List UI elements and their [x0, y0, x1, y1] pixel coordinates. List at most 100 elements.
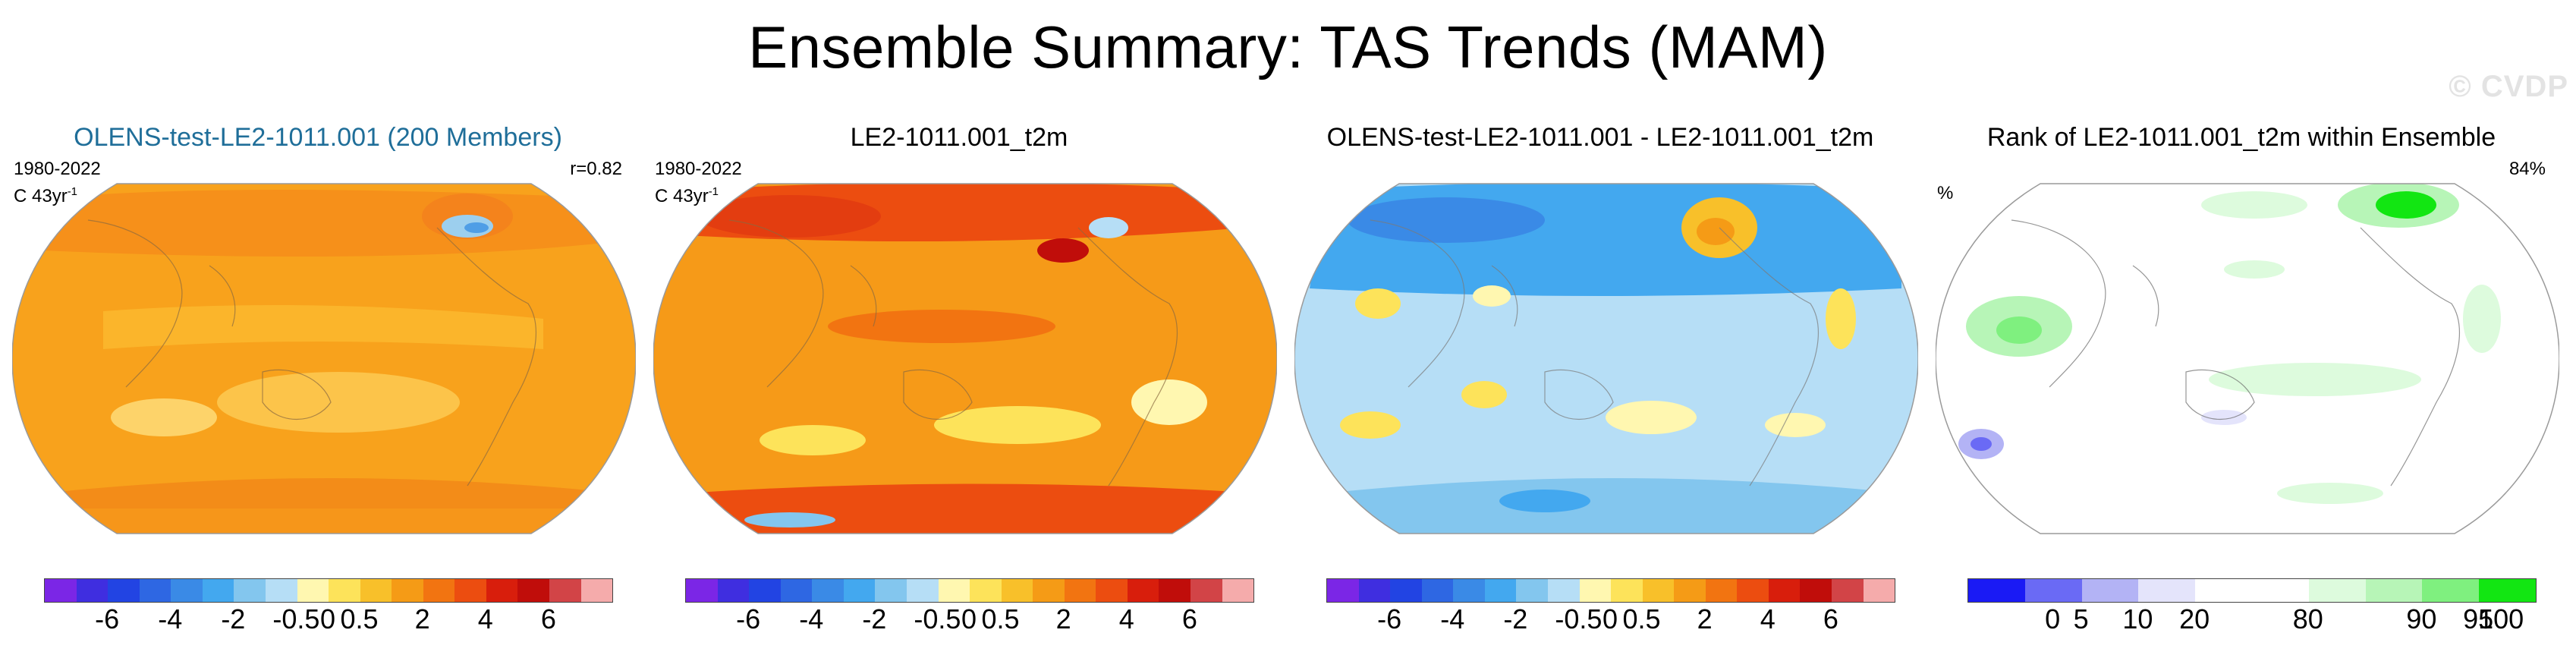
colorbar [1967, 578, 2537, 603]
colorbar-swatch [2081, 579, 2139, 602]
southern-pacific-mild [217, 372, 460, 433]
colorbar-tick-label: -4 [799, 603, 824, 635]
colorbar-swatch [1800, 579, 1832, 602]
colorbar-tick-label: -0.5 [272, 603, 320, 635]
south-pacific-cool-patch [934, 406, 1101, 444]
colorbar-tick-label: -4 [1440, 603, 1465, 635]
colorbar-swatch [1453, 579, 1485, 602]
colorbar-swatch [580, 579, 613, 602]
antarctic-strip [12, 509, 636, 534]
colorbar-tick-label: 80 [2292, 603, 2323, 635]
colorbar-swatch [780, 579, 813, 602]
antarctic-cool-patch [744, 512, 835, 527]
colorbar-tick-label: 0 [319, 603, 336, 635]
map-border [12, 183, 636, 534]
colorbar-swatch [1001, 579, 1033, 602]
colorbar-tick-label: -2 [862, 603, 887, 635]
colorbar-swatch [970, 579, 1002, 602]
colorbar-tick-label: -4 [158, 603, 183, 635]
antarctic-cool-patch [1499, 490, 1590, 512]
colorbar-swatch [812, 579, 844, 602]
map-background [1936, 184, 2559, 534]
units-label: C 43yr-1 [14, 181, 101, 208]
colorbar-swatch [45, 579, 77, 602]
colorbar-tick-label: 0.5 [1622, 603, 1661, 635]
colorbar-tick-label: -0.5 [1555, 603, 1603, 635]
colorbar-tick-label: -2 [1503, 603, 1528, 635]
colorbar-swatch [517, 579, 549, 602]
colorbar-swatch [171, 579, 203, 602]
siberia-hotspot [699, 195, 881, 238]
colorbar-swatch [1516, 579, 1548, 602]
colorbar-swatch [1484, 579, 1517, 602]
colorbar-swatch [139, 579, 171, 602]
colorbar-tick-label: -6 [1377, 603, 1402, 635]
panel-meta: 1980-2022 C 43yr-1 [655, 158, 742, 208]
units-label: C 43yr-1 [655, 181, 742, 208]
colorbar-tick-label: 4 [477, 603, 493, 635]
colorbar-swatch [2308, 579, 2366, 602]
colorbar-swatch [2024, 579, 2082, 602]
units-superscript: -1 [708, 185, 719, 198]
period-label: 1980-2022 [655, 159, 742, 179]
colorbar-swatch [1611, 579, 1643, 602]
colorbar-tick-label: 4 [1760, 603, 1776, 635]
colorbar-swatch [1127, 579, 1159, 602]
colorbar-swatch [297, 579, 329, 602]
tropical-band [103, 305, 543, 349]
labrador-cold-core [464, 222, 489, 233]
colorbar-tick-label: -2 [221, 603, 246, 635]
south-pacific-low-patch [2201, 410, 2247, 425]
colorbar-tick-label: -6 [95, 603, 120, 635]
colorbar-swatch [1674, 579, 1706, 602]
colorbar-swatch [2479, 579, 2536, 602]
colorbar-tick-label: 0 [2045, 603, 2061, 635]
tropical-pacific-band [828, 310, 1055, 343]
colorbar-tick-labels: 0 5 10 20 80 90 95 100 [1967, 604, 2535, 635]
colorbar-tick-label: 20 [2179, 603, 2210, 635]
south-pacific-warm-patch [1606, 401, 1697, 434]
south-atlantic-warm-patch [1765, 413, 1826, 437]
units-text: C 43yr [655, 186, 709, 206]
colorbar-swatch [2251, 579, 2309, 602]
canada-hotspot [1037, 238, 1089, 263]
map [12, 183, 636, 534]
colorbar-swatch [1579, 579, 1612, 602]
colorbar-swatch [875, 579, 907, 602]
coastlines [728, 219, 1178, 487]
colorbar-swatch [1547, 579, 1580, 602]
colorbar-swatch [486, 579, 518, 602]
colorbar-swatch [2138, 579, 2196, 602]
colorbar-tick-label: 6 [1823, 603, 1838, 635]
colorbar-tick-label: 0.5 [340, 603, 379, 635]
panel-title: LE2-1011.001_t2m [850, 123, 1068, 152]
colorbar-swatch [454, 579, 486, 602]
panel-title: OLENS-test-LE2-1011.001 - LE2-1011.001_t… [1326, 123, 1874, 152]
atlantic-warm-patch [1826, 288, 1856, 349]
colorbar-swatch [717, 579, 750, 602]
colorbar-tick-label: 100 [2478, 603, 2524, 635]
colorbar-swatch [906, 579, 939, 602]
arctic-high-rank [2201, 191, 2307, 219]
colorbar-tick-label: 2 [414, 603, 430, 635]
colorbar-swatch [549, 579, 581, 602]
units-superscript: -1 [67, 185, 78, 198]
colorbar-tick-label: 10 [2122, 603, 2153, 635]
colorbar-swatch [1159, 579, 1190, 602]
panel-rank: Rank of LE2-1011.001_t2m within Ensemble… [1923, 0, 2559, 655]
asia-highest-rank [1996, 316, 2042, 344]
southern-ocean-patch [2277, 483, 2383, 504]
colorbar-swatch [1421, 579, 1454, 602]
colorbar-tick-label: -6 [736, 603, 761, 635]
pacific-warm-patch [1473, 285, 1511, 307]
colorbar-tick-label: 0 [961, 603, 977, 635]
panel-title: OLENS-test-LE2-1011.001 (200 Members) [74, 123, 562, 152]
colorbar-swatch [2365, 579, 2423, 602]
map-border [1294, 183, 1918, 534]
south-indian-patch [760, 425, 866, 455]
colorbar-swatch [1832, 579, 1864, 602]
pacific-high-rank [2209, 363, 2421, 396]
colorbar-swatch [360, 579, 392, 602]
colorbar-swatch [1737, 579, 1769, 602]
colorbar-tick-label: 5 [2073, 603, 2089, 635]
